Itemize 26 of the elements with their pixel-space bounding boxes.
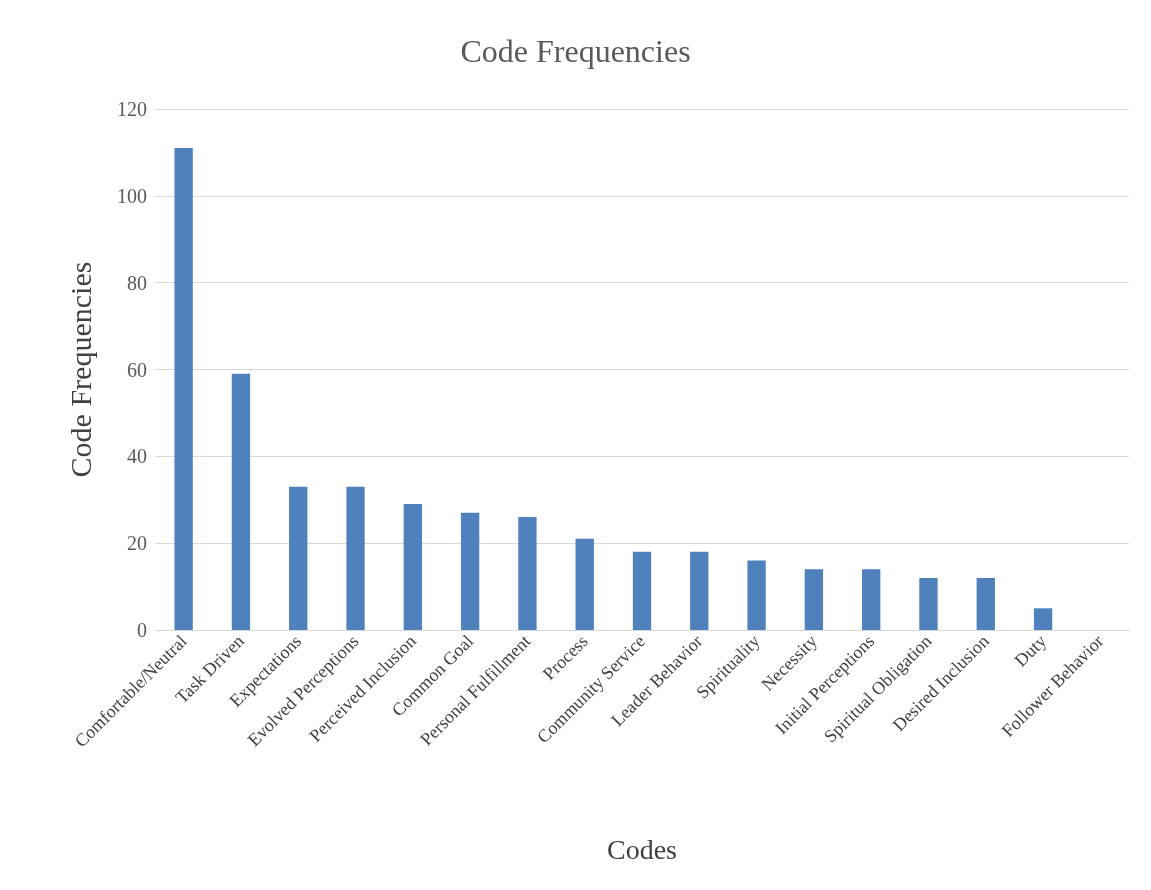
bar <box>919 577 938 630</box>
bar <box>976 577 995 630</box>
y-tick-label: 20 <box>127 532 147 555</box>
bar <box>690 551 709 630</box>
y-tick-label: 60 <box>127 358 147 381</box>
bar <box>1033 608 1053 630</box>
y-tick-label: 0 <box>137 619 147 641</box>
bar <box>174 148 193 630</box>
y-tick-label: 100 <box>117 184 147 207</box>
bar <box>403 504 422 630</box>
y-tick-label: 120 <box>117 98 147 120</box>
bar <box>747 560 766 630</box>
bar <box>862 569 881 630</box>
y-axis-title: Code Frequencies <box>63 261 97 478</box>
bar <box>460 512 480 630</box>
bar <box>804 569 824 630</box>
bar <box>231 373 251 630</box>
bar <box>632 551 652 630</box>
chart-title: Code Frequencies <box>460 33 691 69</box>
bar <box>575 538 594 630</box>
x-axis-title: Codes <box>607 833 677 865</box>
bar <box>518 517 537 630</box>
y-tick-label: 80 <box>127 271 147 294</box>
bar <box>346 486 365 630</box>
y-tick-label: 40 <box>127 445 147 468</box>
bar <box>289 486 308 630</box>
